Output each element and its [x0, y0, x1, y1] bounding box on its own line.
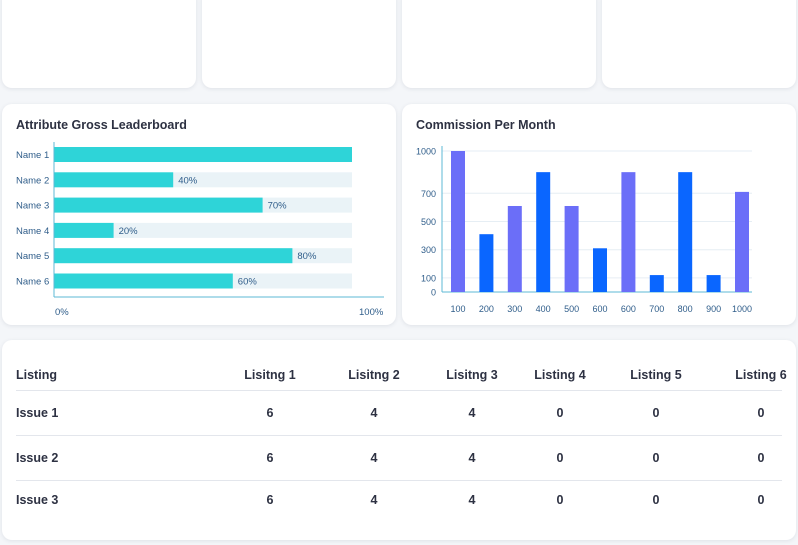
category-label-6: Name 6 — [16, 277, 49, 288]
column-bar-3 — [507, 205, 522, 292]
data-label-4: 20% — [119, 226, 139, 237]
cell-r2-c6: 0 — [757, 451, 765, 465]
commission-title: Commission Per Month — [416, 118, 556, 132]
row-label-1: Issue 1 — [16, 406, 59, 420]
cell-r2-c3: 4 — [468, 451, 476, 465]
column-bar-4 — [536, 172, 551, 292]
column-header-6: Listing 6 — [735, 368, 787, 382]
y-tick-label-4: 500 — [421, 217, 436, 227]
column-bar-1 — [451, 151, 465, 292]
stat-card-2 — [202, 0, 396, 88]
data-label-6: 60% — [238, 277, 258, 288]
column-header-4: Listing 4 — [534, 368, 586, 382]
category-label-1: Name 1 — [16, 150, 49, 161]
stat-card-4 — [602, 0, 796, 88]
cell-r3-c6: 0 — [757, 493, 765, 507]
row-label-3: Issue 3 — [16, 493, 59, 507]
column-header-2: Lisitng 2 — [348, 368, 400, 382]
cell-r1-c2: 4 — [370, 406, 378, 420]
x-tick-label-1: 0% — [55, 307, 69, 318]
bar-5 — [54, 248, 293, 264]
cell-r2-c1: 6 — [266, 451, 274, 465]
row-divider-1 — [16, 435, 782, 436]
data-label-2: 40% — [178, 175, 198, 186]
y-tick-label-2: 100 — [421, 273, 436, 283]
cell-r2-c5: 0 — [652, 451, 660, 465]
cell-r1-c4: 0 — [556, 406, 564, 420]
x-tick-label-5: 500 — [564, 304, 579, 314]
x-tick-label-10: 900 — [706, 304, 721, 314]
category-label-3: Name 3 — [16, 201, 49, 212]
bar-track-4 — [54, 222, 352, 238]
listing-table: Listing Lisitng 1 Lisitng 2 Lisitng 3 Listin… — [2, 340, 796, 540]
cell-r3-c3: 4 — [468, 493, 476, 507]
column-header-3: Lisitng 3 — [446, 368, 498, 382]
column-bar-8 — [649, 275, 664, 292]
x-tick-label-11: 1000 — [732, 304, 752, 314]
x-tick-label-2: 200 — [479, 304, 494, 314]
listing-table-card: Listing Lisitng 1 Lisitng 2 Lisitng 3 Listin… — [2, 340, 796, 540]
cell-r3-c2: 4 — [370, 493, 378, 507]
x-tick-label-3: 300 — [507, 304, 522, 314]
bar-4 — [54, 222, 114, 238]
x-tick-label-9: 800 — [678, 304, 693, 314]
data-label-3: 70% — [268, 201, 288, 212]
cell-r1-c3: 4 — [468, 406, 476, 420]
bar-6 — [54, 273, 233, 289]
column-bar-9 — [678, 172, 693, 292]
cell-r1-c5: 0 — [652, 406, 660, 420]
cell-r3-c1: 6 — [266, 493, 274, 507]
row-label-2: Issue 2 — [16, 451, 59, 465]
cell-r3-c5: 0 — [652, 493, 660, 507]
category-label-4: Name 4 — [16, 226, 49, 237]
bar-2 — [54, 172, 174, 188]
bar-3 — [54, 197, 263, 213]
column-header-listing: Listing — [16, 368, 57, 382]
leaderboard-chart: Name 1 Name 2 40% Name 3 70% Name 4 20% Name 5 8… — [16, 142, 384, 318]
bar-1 — [54, 147, 352, 162]
header-divider — [16, 390, 782, 391]
stat-card-1 — [2, 0, 196, 88]
column-header-5: Listing 5 — [630, 368, 682, 382]
x-tick-label-8: 700 — [649, 304, 664, 314]
column-bar-6 — [593, 248, 607, 292]
x-tick-label-1: 100 — [450, 304, 465, 314]
column-bar-11 — [735, 191, 749, 292]
y-tick-label-5: 700 — [421, 189, 436, 199]
commission-card: Commission Per Month 0 100 300 500 700 1000 10… — [402, 104, 796, 325]
column-bar-10 — [706, 275, 721, 292]
cell-r2-c2: 4 — [370, 451, 378, 465]
x-tick-label-2: 100% — [359, 307, 384, 318]
x-tick-label-7: 600 — [621, 304, 636, 314]
column-bar-2 — [479, 234, 494, 292]
commission-chart: 0 100 300 500 700 1000 100 200 300 400 500 600 600 70… — [416, 146, 752, 314]
leaderboard-card: Attribute Gross Leaderboard Name 1 Name 2… — [2, 104, 396, 325]
column-bar-7 — [621, 172, 636, 292]
column-bar-5 — [564, 205, 579, 292]
x-tick-label-4: 400 — [536, 304, 551, 314]
category-label-2: Name 2 — [16, 175, 49, 186]
x-tick-label-6: 600 — [592, 304, 607, 314]
cell-r1-c1: 6 — [266, 406, 274, 420]
cell-r2-c4: 0 — [556, 451, 564, 465]
cell-r3-c4: 0 — [556, 493, 564, 507]
column-header-1: Lisitng 1 — [244, 368, 296, 382]
stat-card-3 — [402, 0, 596, 88]
y-tick-label-3: 300 — [421, 245, 436, 255]
data-label-5: 80% — [297, 251, 317, 262]
row-divider-2 — [16, 480, 782, 481]
y-tick-label-1: 0 — [431, 288, 436, 298]
cell-r1-c6: 0 — [757, 406, 765, 420]
y-tick-label-6: 1000 — [416, 147, 436, 157]
category-label-5: Name 5 — [16, 251, 49, 262]
leaderboard-title: Attribute Gross Leaderboard — [16, 118, 187, 132]
